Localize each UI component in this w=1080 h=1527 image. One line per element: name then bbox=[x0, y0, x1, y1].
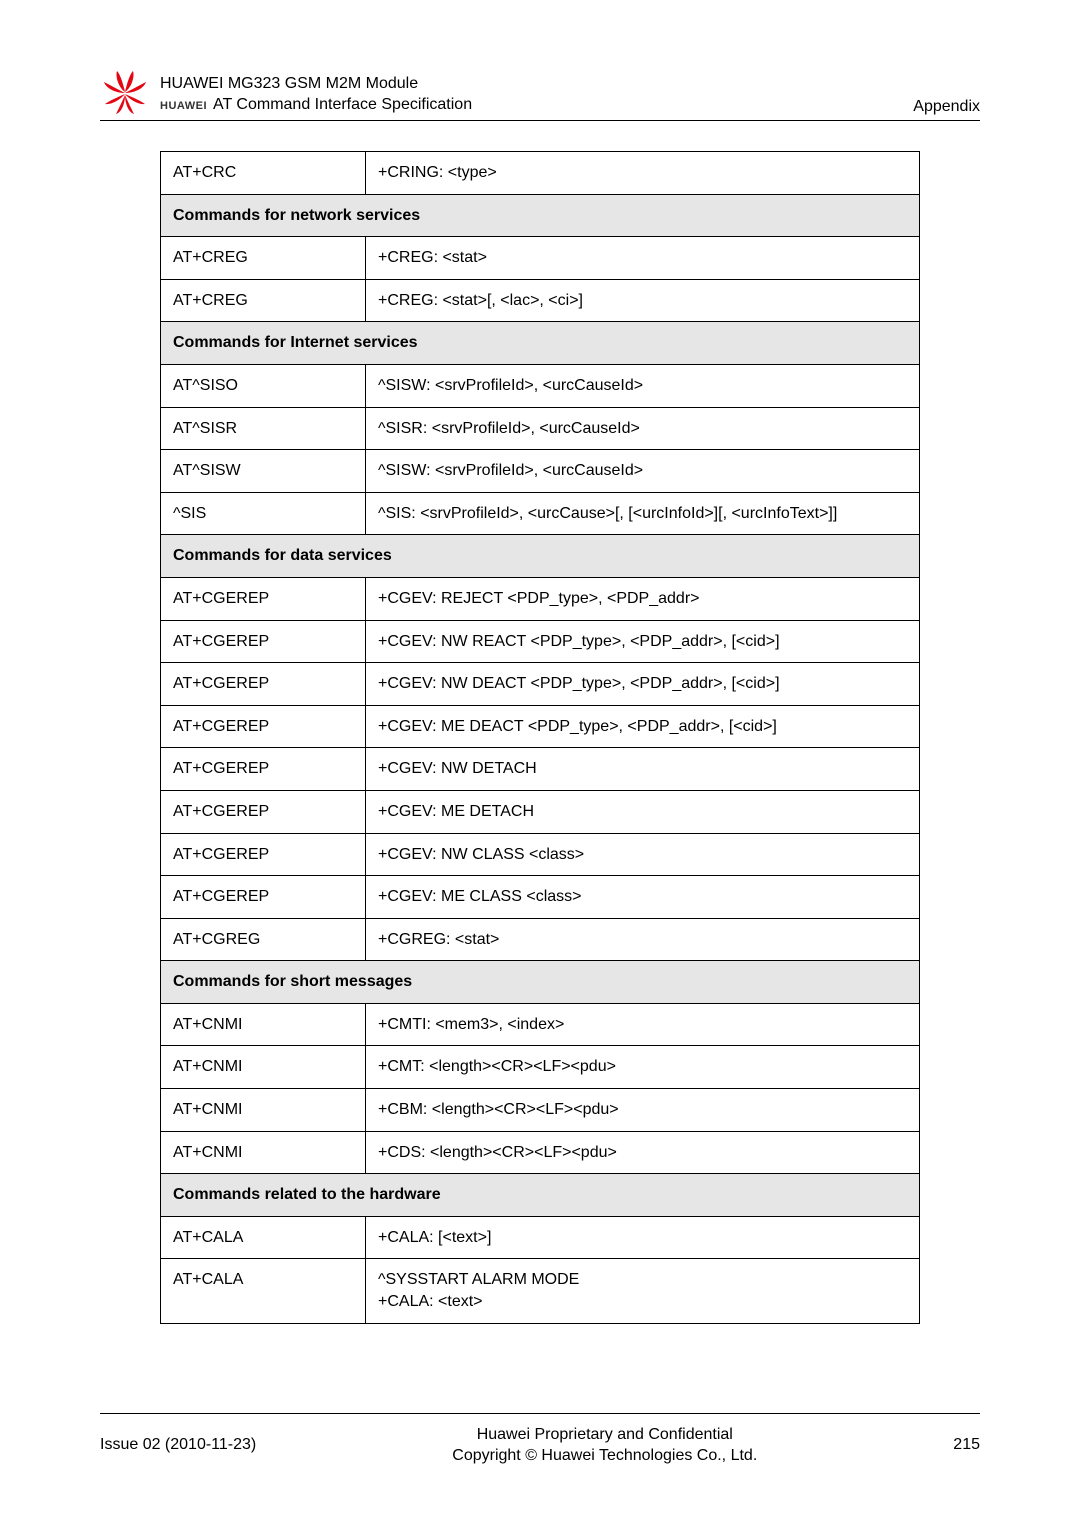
table-row: AT+CNMI+CMTI: <mem3>, <index> bbox=[161, 1003, 920, 1046]
brand-text: HUAWEI bbox=[160, 99, 207, 113]
response-cell: +CMT: <length><CR><LF><pdu> bbox=[366, 1046, 920, 1089]
table-row: AT+CGEREP+CGEV: NW DEACT <PDP_type>, <PD… bbox=[161, 663, 920, 706]
header-right: Appendix bbox=[913, 98, 980, 116]
table-row: AT+CGEREP+CGEV: NW DETACH bbox=[161, 748, 920, 791]
table-row: AT+CGEREP+CGEV: REJECT <PDP_type>, <PDP_… bbox=[161, 577, 920, 620]
response-cell: +CMTI: <mem3>, <index> bbox=[366, 1003, 920, 1046]
section-label: Commands for data services bbox=[161, 535, 920, 578]
command-cell: AT+CREG bbox=[161, 279, 366, 322]
footer-center-line1: Huawei Proprietary and Confidential bbox=[256, 1424, 953, 1446]
command-cell: AT+CGREG bbox=[161, 918, 366, 961]
command-cell: AT+CNMI bbox=[161, 1089, 366, 1132]
command-cell: AT^SISW bbox=[161, 450, 366, 493]
response-cell: +CGEV: ME DETACH bbox=[366, 790, 920, 833]
command-cell: AT+CGEREP bbox=[161, 663, 366, 706]
table-row: AT+CGREG+CGREG: <stat> bbox=[161, 918, 920, 961]
command-cell: AT+CGEREP bbox=[161, 577, 366, 620]
command-cell: AT+CALA bbox=[161, 1259, 366, 1323]
command-cell: AT+CGEREP bbox=[161, 620, 366, 663]
table-section-header: Commands for network services bbox=[161, 194, 920, 237]
command-cell: AT^SISR bbox=[161, 407, 366, 450]
section-label: Commands related to the hardware bbox=[161, 1174, 920, 1217]
response-cell: ^SISW: <srvProfileId>, <urcCauseId> bbox=[366, 450, 920, 493]
response-cell: +CGEV: NW REACT <PDP_type>, <PDP_addr>, … bbox=[366, 620, 920, 663]
table-row: AT+CGEREP+CGEV: NW REACT <PDP_type>, <PD… bbox=[161, 620, 920, 663]
huawei-logo-icon bbox=[100, 68, 150, 118]
command-cell: AT^SISO bbox=[161, 364, 366, 407]
command-cell: AT+CALA bbox=[161, 1216, 366, 1259]
table-row: AT+CREG+CREG: <stat>[, <lac>, <ci>] bbox=[161, 279, 920, 322]
table-row: AT+CRC+CRING: <type> bbox=[161, 152, 920, 195]
response-cell: +CGEV: ME CLASS <class> bbox=[366, 876, 920, 919]
response-cell: ^SIS: <srvProfileId>, <urcCause>[, [<urc… bbox=[366, 492, 920, 535]
table-row: AT^SISR^SISR: <srvProfileId>, <urcCauseI… bbox=[161, 407, 920, 450]
table-row: AT+CNMI+CBM: <length><CR><LF><pdu> bbox=[161, 1089, 920, 1132]
response-cell: +CGEV: NW CLASS <class> bbox=[366, 833, 920, 876]
section-label: Commands for Internet services bbox=[161, 322, 920, 365]
response-cell: +CREG: <stat>[, <lac>, <ci>] bbox=[366, 279, 920, 322]
command-cell: AT+CGEREP bbox=[161, 748, 366, 791]
command-cell: AT+CGEREP bbox=[161, 705, 366, 748]
command-cell: AT+CREG bbox=[161, 237, 366, 280]
table-row: AT^SISO^SISW: <srvProfileId>, <urcCauseI… bbox=[161, 364, 920, 407]
command-table: AT+CRC+CRING: <type>Commands for network… bbox=[160, 151, 920, 1324]
table-row: AT^SISW^SISW: <srvProfileId>, <urcCauseI… bbox=[161, 450, 920, 493]
table-row: AT+CREG+CREG: <stat> bbox=[161, 237, 920, 280]
command-cell: ^SIS bbox=[161, 492, 366, 535]
page-footer: Issue 02 (2010-11-23) Huawei Proprietary… bbox=[100, 1413, 980, 1467]
table-section-header: Commands for data services bbox=[161, 535, 920, 578]
section-label: Commands for short messages bbox=[161, 961, 920, 1004]
response-cell: +CREG: <stat> bbox=[366, 237, 920, 280]
table-row: AT+CNMI+CMT: <length><CR><LF><pdu> bbox=[161, 1046, 920, 1089]
command-cell: AT+CRC bbox=[161, 152, 366, 195]
footer-center-line2: Copyright © Huawei Technologies Co., Ltd… bbox=[256, 1445, 953, 1467]
command-cell: AT+CNMI bbox=[161, 1003, 366, 1046]
table-row: AT+CALA^SYSSTART ALARM MODE+CALA: <text> bbox=[161, 1259, 920, 1323]
response-cell: ^SYSSTART ALARM MODE+CALA: <text> bbox=[366, 1259, 920, 1323]
response-cell: +CDS: <length><CR><LF><pdu> bbox=[366, 1131, 920, 1174]
response-cell: +CBM: <length><CR><LF><pdu> bbox=[366, 1089, 920, 1132]
table-section-header: Commands for short messages bbox=[161, 961, 920, 1004]
command-cell: AT+CGEREP bbox=[161, 790, 366, 833]
header-title-line2: AT Command Interface Specification bbox=[213, 95, 472, 116]
response-cell: +CGEV: NW DETACH bbox=[366, 748, 920, 791]
command-cell: AT+CGEREP bbox=[161, 876, 366, 919]
section-label: Commands for network services bbox=[161, 194, 920, 237]
table-row: AT+CGEREP+CGEV: ME DEACT <PDP_type>, <PD… bbox=[161, 705, 920, 748]
response-cell: +CRING: <type> bbox=[366, 152, 920, 195]
response-cell: +CGREG: <stat> bbox=[366, 918, 920, 961]
header-title-line1: HUAWEI MG323 GSM M2M Module bbox=[160, 74, 472, 95]
footer-page-number: 215 bbox=[953, 1436, 980, 1454]
response-cell: +CGEV: ME DEACT <PDP_type>, <PDP_addr>, … bbox=[366, 705, 920, 748]
table-section-header: Commands related to the hardware bbox=[161, 1174, 920, 1217]
response-cell: ^SISR: <srvProfileId>, <urcCauseId> bbox=[366, 407, 920, 450]
table-row: AT+CALA+CALA: [<text>] bbox=[161, 1216, 920, 1259]
table-row: AT+CGEREP+CGEV: ME DETACH bbox=[161, 790, 920, 833]
header-left: HUAWEI MG323 GSM M2M Module HUAWEI AT Co… bbox=[100, 68, 913, 116]
page-header: HUAWEI MG323 GSM M2M Module HUAWEI AT Co… bbox=[100, 68, 980, 121]
page: HUAWEI MG323 GSM M2M Module HUAWEI AT Co… bbox=[0, 0, 1080, 1527]
table-section-header: Commands for Internet services bbox=[161, 322, 920, 365]
footer-issue: Issue 02 (2010-11-23) bbox=[100, 1436, 256, 1454]
response-cell: +CALA: [<text>] bbox=[366, 1216, 920, 1259]
command-cell: AT+CNMI bbox=[161, 1131, 366, 1174]
response-cell: +CGEV: REJECT <PDP_type>, <PDP_addr> bbox=[366, 577, 920, 620]
footer-center: Huawei Proprietary and Confidential Copy… bbox=[256, 1424, 953, 1467]
table-row: AT+CGEREP+CGEV: ME CLASS <class> bbox=[161, 876, 920, 919]
command-cell: AT+CGEREP bbox=[161, 833, 366, 876]
table-row: ^SIS^SIS: <srvProfileId>, <urcCause>[, [… bbox=[161, 492, 920, 535]
command-cell: AT+CNMI bbox=[161, 1046, 366, 1089]
response-cell: +CGEV: NW DEACT <PDP_type>, <PDP_addr>, … bbox=[366, 663, 920, 706]
response-cell: ^SISW: <srvProfileId>, <urcCauseId> bbox=[366, 364, 920, 407]
header-title-block: HUAWEI MG323 GSM M2M Module HUAWEI AT Co… bbox=[160, 74, 472, 116]
table-row: AT+CGEREP+CGEV: NW CLASS <class> bbox=[161, 833, 920, 876]
table-row: AT+CNMI+CDS: <length><CR><LF><pdu> bbox=[161, 1131, 920, 1174]
